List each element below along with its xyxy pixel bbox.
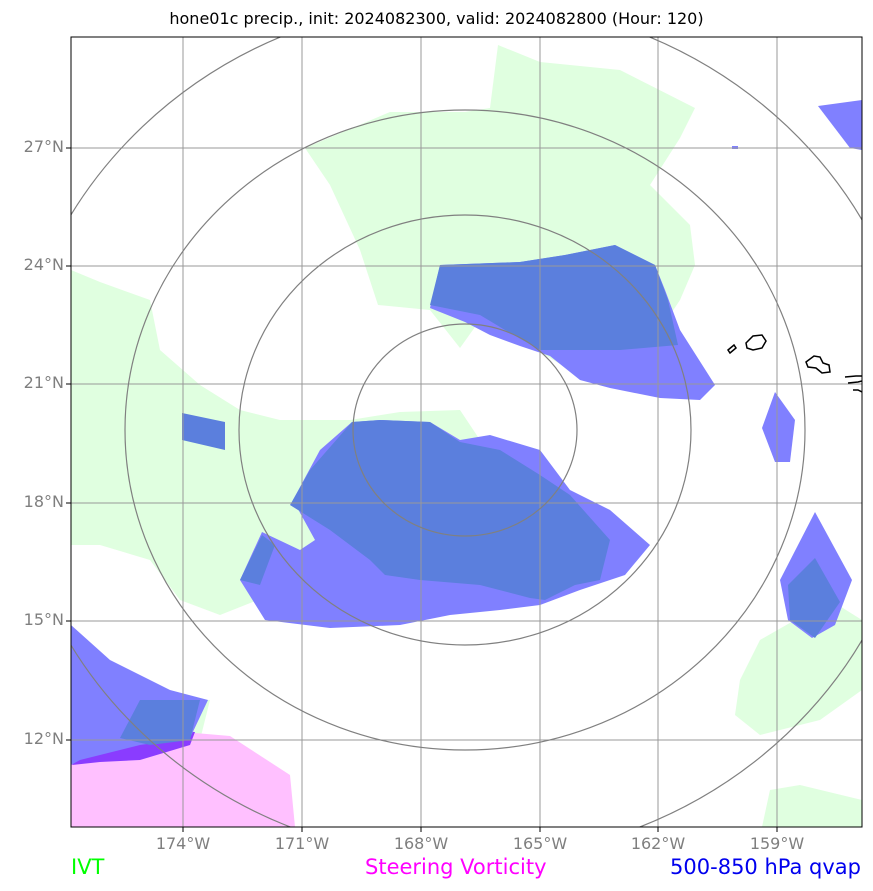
lon-label-162w: 162°W bbox=[630, 834, 686, 853]
legend-ivt: IVT bbox=[71, 855, 105, 879]
lon-label-168w: 168°W bbox=[393, 834, 449, 853]
lon-label-159w: 159°W bbox=[749, 834, 805, 853]
range-rings bbox=[71, 37, 862, 827]
lat-label-15n: 15°N bbox=[23, 610, 64, 629]
lon-label-174w: 174°W bbox=[155, 834, 211, 853]
lon-label-171w: 171°W bbox=[274, 834, 330, 853]
lat-lon-grid bbox=[71, 37, 862, 827]
plot-frame bbox=[70, 36, 863, 828]
lat-label-12n: 12°N bbox=[23, 729, 64, 748]
coastline bbox=[727, 334, 862, 393]
lat-label-27n: 27°N bbox=[23, 137, 64, 156]
legend-steering-vorticity: Steering Vorticity bbox=[365, 855, 547, 879]
lat-label-21n: 21°N bbox=[23, 373, 64, 392]
qvap-field bbox=[71, 100, 862, 765]
lat-label-24n: 24°N bbox=[23, 255, 64, 274]
map-title: hone01c precip., init: 2024082300, valid… bbox=[169, 9, 704, 28]
lat-label-18n: 18°N bbox=[23, 492, 64, 511]
axis-ticks bbox=[66, 147, 778, 832]
legend-qvap: 500-850 hPa qvap bbox=[670, 855, 861, 879]
lon-label-165w: 165°W bbox=[512, 834, 568, 853]
